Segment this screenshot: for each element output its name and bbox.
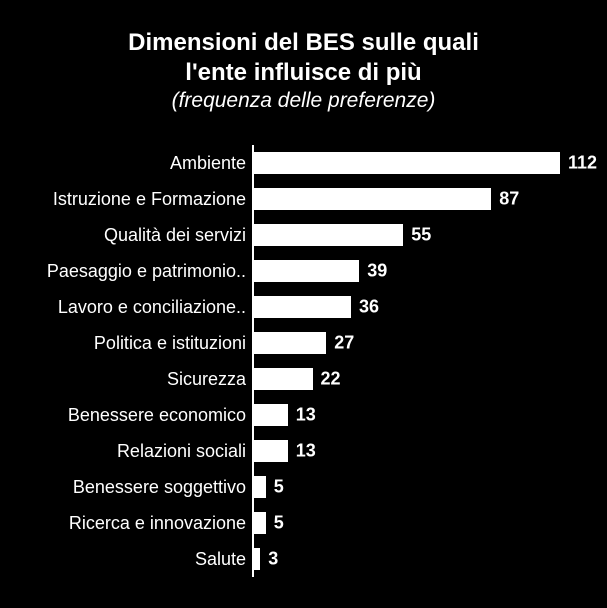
bar-zone: 87 [252, 181, 607, 217]
chart-subtitle: (frequenza delle preferenze) [0, 88, 607, 114]
bar-row: Lavoro e conciliazione.. 36 [0, 289, 607, 325]
bar [252, 548, 260, 570]
bar-zone: 36 [252, 289, 607, 325]
bar-zone: 55 [252, 217, 607, 253]
bar [252, 512, 266, 534]
bar [252, 440, 288, 462]
bar-row: Benessere economico 13 [0, 397, 607, 433]
bar-zone: 5 [252, 505, 607, 541]
value-label: 5 [266, 513, 284, 534]
bar [252, 476, 266, 498]
category-label: Lavoro e conciliazione.. [0, 297, 252, 318]
bar-row: Istruzione e Formazione 87 [0, 181, 607, 217]
bar [252, 404, 288, 426]
chart-title-block: Dimensioni del BES sulle quali l'ente in… [0, 28, 607, 114]
bar-zone: 112 [252, 145, 607, 181]
value-label: 36 [351, 297, 379, 318]
value-label: 13 [288, 405, 316, 426]
bar-row: Ambiente 112 [0, 145, 607, 181]
bar [252, 188, 491, 210]
bar-zone: 3 [252, 541, 607, 577]
bar [252, 296, 351, 318]
chart-title-line1: Dimensioni del BES sulle quali [0, 28, 607, 58]
bar-zone: 22 [252, 361, 607, 397]
bar-zone: 13 [252, 397, 607, 433]
category-label: Ambiente [0, 153, 252, 174]
value-label: 13 [288, 441, 316, 462]
category-label: Istruzione e Formazione [0, 189, 252, 210]
category-label: Qualità dei servizi [0, 225, 252, 246]
value-label: 22 [313, 369, 341, 390]
category-label: Paesaggio e patrimonio.. [0, 261, 252, 282]
category-label: Salute [0, 549, 252, 570]
category-label: Politica e istituzioni [0, 333, 252, 354]
bar-zone: 5 [252, 469, 607, 505]
bar [252, 332, 326, 354]
category-label: Relazioni sociali [0, 441, 252, 462]
plot-area: Ambiente 112 Istruzione e Formazione 87 Qual… [0, 145, 607, 575]
bes-bar-chart: Dimensioni del BES sulle quali l'ente in… [0, 0, 607, 608]
bar-row: Politica e istituzioni 27 [0, 325, 607, 361]
category-label: Benessere soggettivo [0, 477, 252, 498]
bar-row: Sicurezza 22 [0, 361, 607, 397]
bar-zone: 27 [252, 325, 607, 361]
value-label: 3 [260, 549, 278, 570]
bar [252, 152, 560, 174]
bar-row: Ricerca e innovazione 5 [0, 505, 607, 541]
value-label: 55 [403, 225, 431, 246]
bar-row: Qualità dei servizi 55 [0, 217, 607, 253]
value-label: 27 [326, 333, 354, 354]
value-label: 5 [266, 477, 284, 498]
category-label: Benessere economico [0, 405, 252, 426]
value-label: 39 [359, 261, 387, 282]
category-label: Sicurezza [0, 369, 252, 390]
value-label: 112 [560, 153, 597, 174]
bar [252, 224, 403, 246]
bar-row: Relazioni sociali 13 [0, 433, 607, 469]
bar-zone: 13 [252, 433, 607, 469]
bar-row: Benessere soggettivo 5 [0, 469, 607, 505]
bar-zone: 39 [252, 253, 607, 289]
chart-title-line2: l'ente influisce di più [0, 58, 607, 88]
bar [252, 368, 313, 390]
bar [252, 260, 359, 282]
bar-row: Salute 3 [0, 541, 607, 577]
bar-row: Paesaggio e patrimonio.. 39 [0, 253, 607, 289]
value-label: 87 [491, 189, 519, 210]
category-label: Ricerca e innovazione [0, 513, 252, 534]
